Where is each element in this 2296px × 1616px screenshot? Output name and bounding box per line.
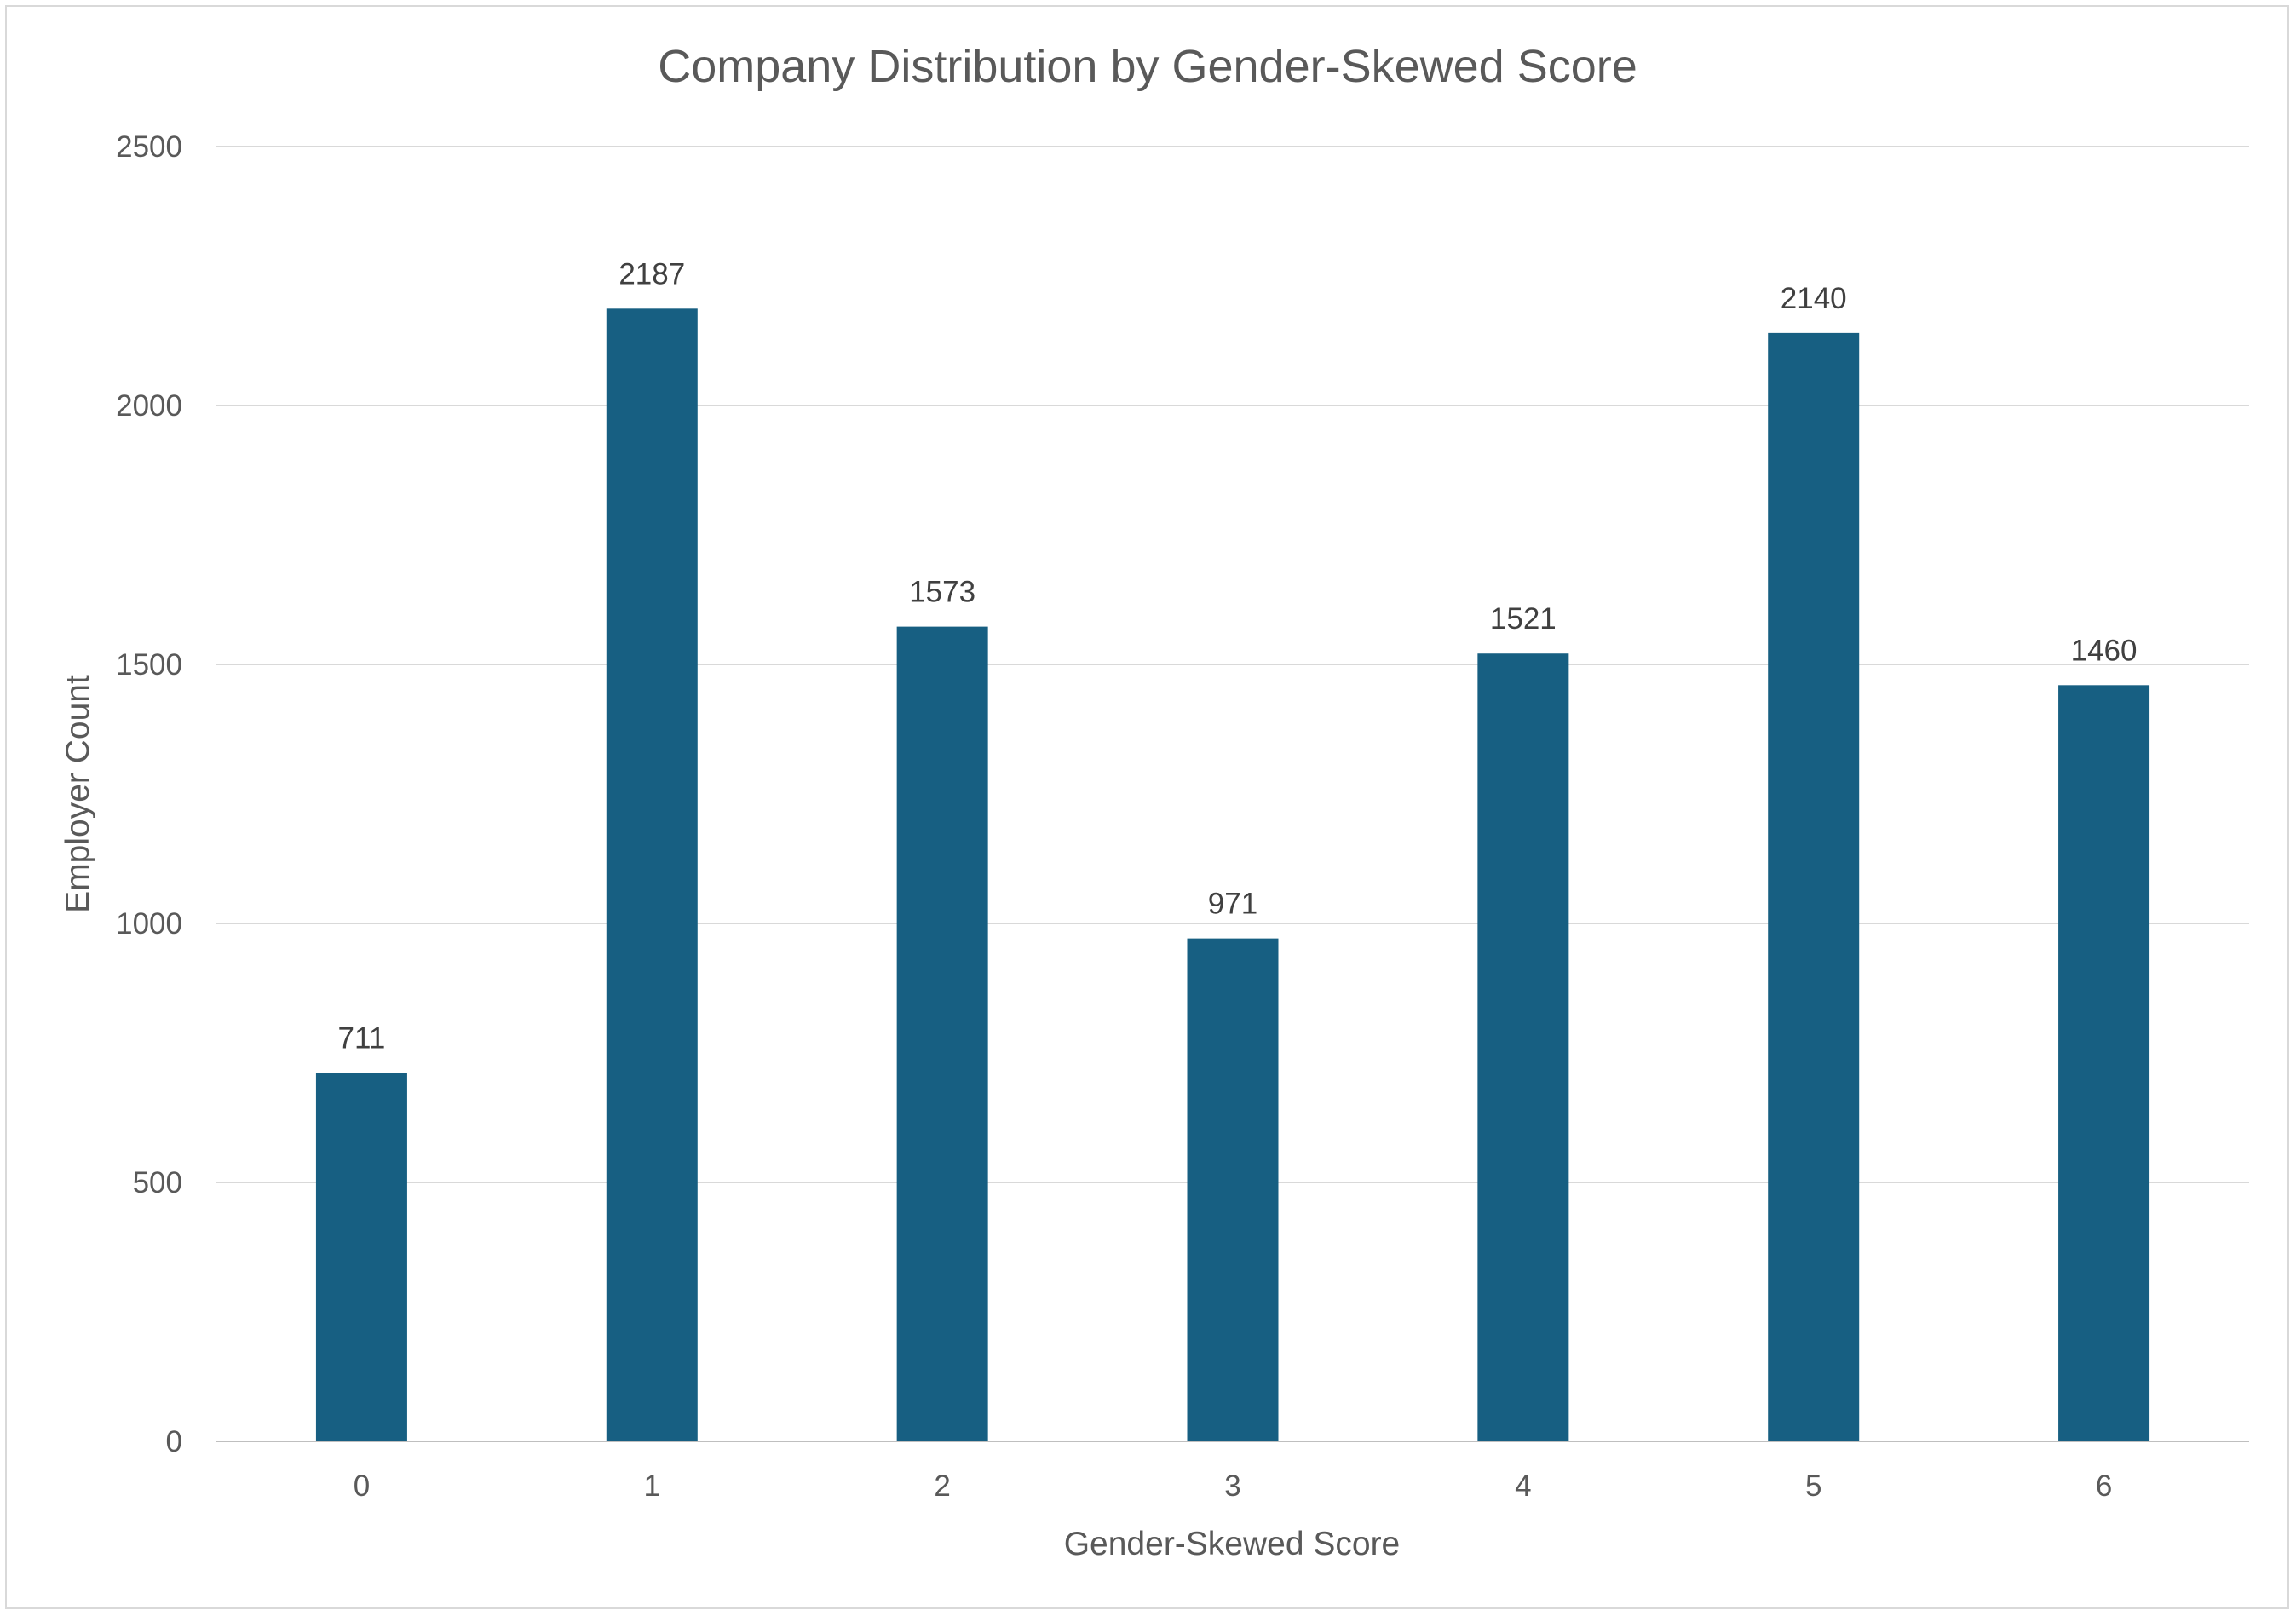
y-axis-tick-labels: 0 500 1000 1500 2000 2500 xyxy=(116,130,182,1458)
bar xyxy=(2058,685,2150,1441)
y-tick-label: 2000 xyxy=(116,389,182,423)
data-label: 711 xyxy=(338,1022,386,1055)
data-labels: 711 2187 1573 971 1521 2140 1460 xyxy=(338,257,2138,1055)
bars xyxy=(315,308,2150,1442)
x-tick-label: 3 xyxy=(1224,1469,1240,1503)
bar xyxy=(896,626,988,1441)
y-tick-label: 1500 xyxy=(116,648,182,681)
x-tick-label: 6 xyxy=(2096,1469,2112,1503)
bar xyxy=(315,1073,407,1441)
bar xyxy=(1187,938,1279,1441)
x-axis-title: Gender-Skewed Score xyxy=(1064,1526,1401,1562)
x-axis-tick-labels: 0 1 2 3 4 5 6 xyxy=(354,1469,2113,1503)
bar xyxy=(1477,653,1569,1441)
y-tick-label: 1000 xyxy=(116,907,182,940)
x-tick-label: 2 xyxy=(934,1469,950,1503)
y-axis-title: Employer Count xyxy=(60,675,96,913)
bar xyxy=(606,308,698,1442)
chart-title: Company Distribution by Gender-Skewed Sc… xyxy=(658,41,1637,92)
x-tick-label: 1 xyxy=(644,1469,660,1503)
data-label: 1573 xyxy=(909,576,975,609)
data-label: 1521 xyxy=(1490,602,1557,635)
y-tick-label: 0 xyxy=(166,1425,182,1458)
y-tick-label: 2500 xyxy=(116,130,182,164)
x-tick-label: 5 xyxy=(1805,1469,1821,1503)
data-label: 971 xyxy=(1208,888,1257,921)
gridlines xyxy=(216,146,2249,1442)
x-tick-label: 0 xyxy=(354,1469,370,1503)
data-label: 2140 xyxy=(1781,282,1847,315)
data-label: 1460 xyxy=(2071,634,2138,667)
bar xyxy=(1768,332,1860,1441)
x-tick-label: 4 xyxy=(1515,1469,1531,1503)
data-label: 2187 xyxy=(619,257,685,290)
y-tick-label: 500 xyxy=(133,1166,182,1199)
